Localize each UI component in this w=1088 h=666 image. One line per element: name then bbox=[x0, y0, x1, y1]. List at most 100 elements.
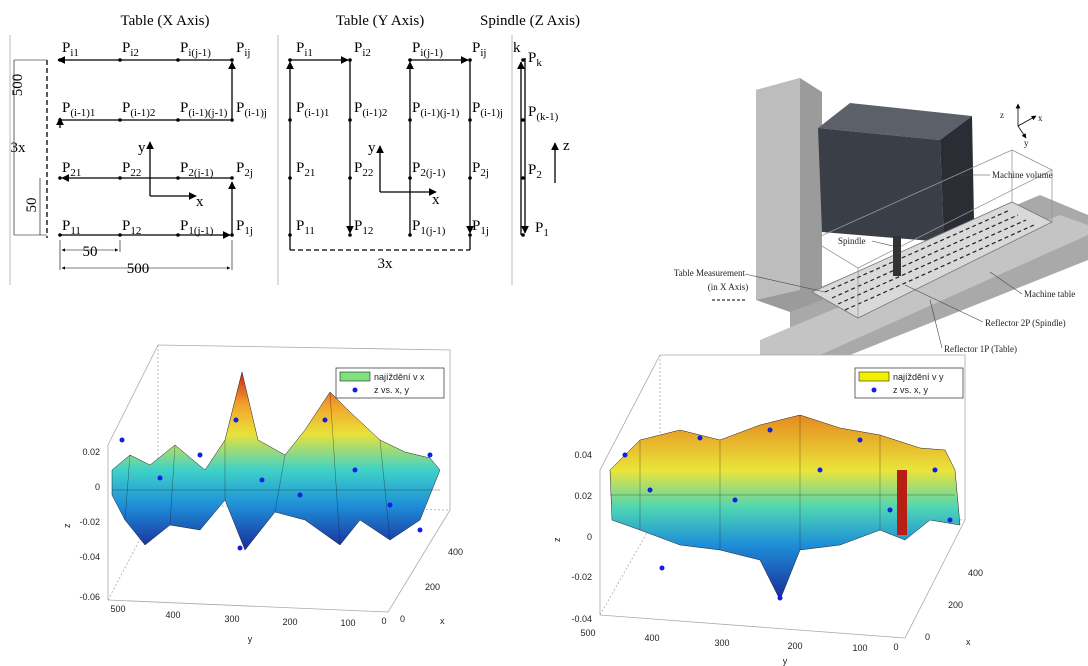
point-label: Pij bbox=[472, 40, 486, 59]
x-tick-label: 200 bbox=[425, 582, 440, 592]
point-label: P(k-1) bbox=[528, 104, 559, 123]
point bbox=[468, 58, 472, 62]
point-label: Pi2 bbox=[122, 40, 139, 59]
point bbox=[468, 176, 472, 180]
point-label: P(i-1)j bbox=[236, 100, 267, 119]
point bbox=[288, 58, 292, 62]
point bbox=[118, 118, 122, 122]
point bbox=[521, 233, 525, 237]
surface-1 bbox=[112, 372, 440, 550]
point bbox=[408, 176, 412, 180]
point bbox=[288, 233, 292, 237]
machine-axes bbox=[1018, 104, 1036, 138]
point-label: P22 bbox=[354, 160, 373, 179]
y-panel-paths bbox=[290, 60, 470, 250]
point bbox=[230, 176, 234, 180]
point-label: P(i-1)2 bbox=[354, 100, 387, 119]
axis-label: x bbox=[1038, 113, 1043, 123]
z-panel-paths bbox=[521, 58, 555, 235]
page: Table (X Axis)Table (Y Axis)Spindle (Z A… bbox=[0, 0, 1088, 666]
machine-label: (in X Axis) bbox=[708, 282, 749, 292]
legend-label: z vs. x, y bbox=[893, 385, 929, 395]
machine-label: Reflector 1P (Table) bbox=[944, 344, 1017, 354]
point bbox=[176, 176, 180, 180]
figure: Table (X Axis)Table (Y Axis)Spindle (Z A… bbox=[0, 0, 1088, 666]
y-tick-label: 300 bbox=[714, 638, 729, 648]
x-tick-label: 400 bbox=[968, 568, 983, 578]
machine-label: Machine table bbox=[1024, 289, 1075, 299]
point bbox=[176, 58, 180, 62]
axis-label: y bbox=[1024, 138, 1029, 148]
point bbox=[288, 176, 292, 180]
point-label: P2j bbox=[236, 160, 253, 179]
legend-label: najíždění v x bbox=[374, 372, 425, 382]
x-tick-label: 0 bbox=[400, 614, 405, 624]
point-label: P21 bbox=[62, 160, 81, 179]
point bbox=[58, 176, 62, 180]
point-label: P(i-1)1 bbox=[296, 100, 329, 119]
legend-marker bbox=[872, 388, 877, 393]
machine-label: Machine volume bbox=[992, 170, 1053, 180]
y-tick-label: 0 bbox=[381, 616, 386, 626]
dimension: 3x bbox=[378, 256, 394, 272]
head-front bbox=[818, 128, 944, 242]
x-tick-label: 400 bbox=[448, 547, 463, 557]
point-label: P12 bbox=[122, 218, 141, 237]
point bbox=[176, 118, 180, 122]
point-label: Pi1 bbox=[296, 40, 313, 59]
surface-plots: najíždění v x z vs. x, y 0.02 0 -0.02 -0.04 -0… bbox=[62, 345, 983, 666]
spindle bbox=[893, 236, 901, 276]
point-label: Pi(j-1) bbox=[180, 40, 211, 59]
z-tick-label: -0.04 bbox=[79, 552, 100, 562]
machine-label: Reflector 2P (Spindle) bbox=[985, 318, 1066, 328]
point-label: P2 bbox=[528, 162, 542, 181]
point bbox=[348, 58, 352, 62]
y-tick-label: 200 bbox=[787, 641, 802, 651]
dimension: 50 bbox=[83, 244, 98, 260]
y-tick-label: 300 bbox=[224, 614, 239, 624]
axis-label: z bbox=[552, 537, 562, 542]
point-label: P1(j-1) bbox=[412, 218, 446, 237]
point bbox=[521, 58, 525, 62]
point bbox=[408, 58, 412, 62]
z-tick-label: -0.02 bbox=[79, 517, 100, 527]
panel-title: Table (X Axis) bbox=[121, 13, 210, 29]
z-tick-label: 0.02 bbox=[574, 491, 592, 501]
point bbox=[521, 176, 525, 180]
point-label: Pi2 bbox=[354, 40, 371, 59]
point bbox=[348, 176, 352, 180]
axis-label: x bbox=[966, 637, 971, 647]
y-tick-label: 500 bbox=[580, 628, 595, 638]
z-tick-label: 0 bbox=[587, 532, 592, 542]
index-label: k bbox=[513, 40, 521, 56]
axis-label: y bbox=[248, 634, 253, 644]
axis-label: x bbox=[196, 194, 204, 210]
machine-render: zxyMachine volumeSpindleTable Measuremen… bbox=[674, 78, 1088, 355]
dimension: 500 bbox=[10, 74, 26, 97]
point bbox=[230, 233, 234, 237]
point bbox=[288, 118, 292, 122]
dimension: 50 bbox=[24, 198, 40, 213]
axis-label: z bbox=[62, 523, 72, 528]
y-tick-label: 0 bbox=[893, 642, 898, 652]
column-side bbox=[756, 78, 800, 300]
dimension: 3x bbox=[11, 140, 27, 156]
axis-label: y bbox=[783, 656, 788, 666]
legend-swatch bbox=[859, 372, 889, 381]
axis-label: z bbox=[563, 138, 570, 154]
point-label: P1 bbox=[535, 220, 549, 239]
legend-label: najíždění v y bbox=[893, 372, 944, 382]
legend-swatch bbox=[340, 372, 370, 381]
z-tick-label: 0.04 bbox=[574, 450, 592, 460]
y-tick-label: 500 bbox=[110, 604, 125, 614]
point bbox=[408, 233, 412, 237]
surface-2 bbox=[610, 415, 960, 600]
point bbox=[408, 118, 412, 122]
spike bbox=[897, 470, 907, 535]
point-label: P(i-1)(j-1) bbox=[412, 100, 460, 119]
point-label: P(i-1)2 bbox=[122, 100, 155, 119]
z-tick-label: -0.06 bbox=[79, 592, 100, 602]
point-label: P(i-1)j bbox=[472, 100, 503, 119]
point bbox=[176, 233, 180, 237]
axis-label: x bbox=[432, 192, 440, 208]
